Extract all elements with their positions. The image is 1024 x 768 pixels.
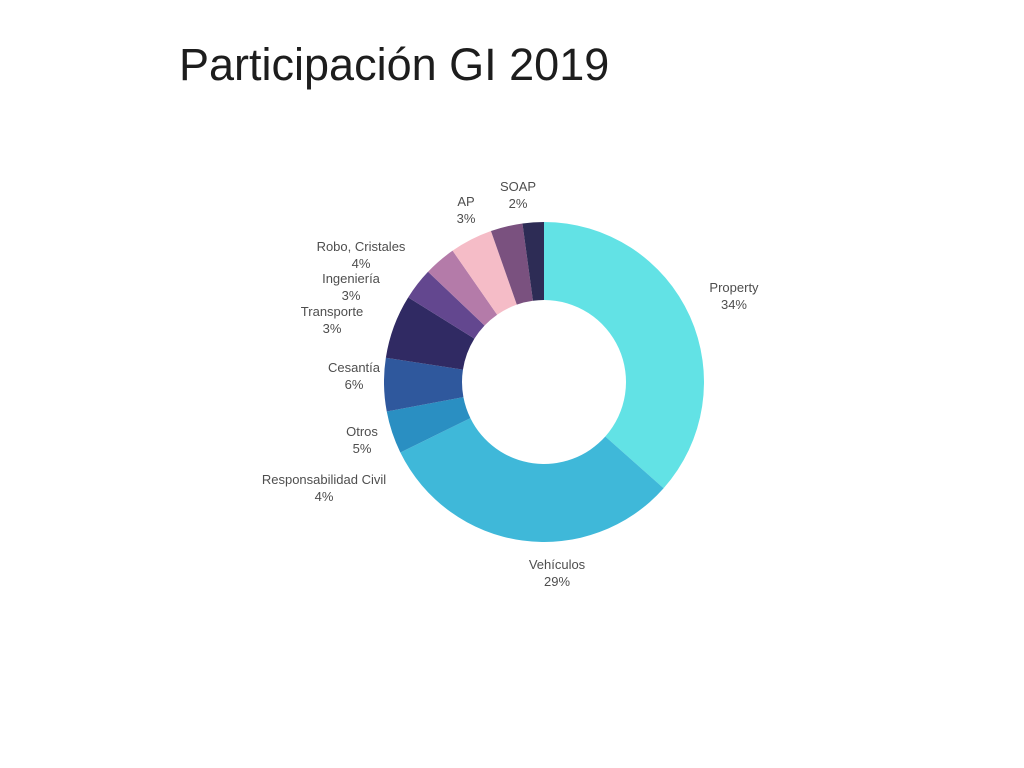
segment-pct: 4% [314,489,334,504]
segment-name: Vehículos [528,557,586,572]
segment-name: Robo, Cristales [316,239,406,254]
segment-label-cesantia: Cesantía 6% [328,359,380,393]
segment-name: Otros [346,424,378,439]
segment-pct: 3% [341,288,361,303]
segment-label-ingenieria: Ingeniería 3% [322,270,380,304]
segment-pct: 3% [322,321,342,336]
segment-pct: 4% [351,256,371,271]
segment-label-soap: SOAP 2% [500,178,536,212]
segment-pct: 3% [456,211,476,226]
donut-slice-0 [544,222,705,489]
segment-label-otros: Otros 5% [346,423,378,457]
donut-chart [384,222,705,543]
donut-slice-4 [385,297,475,370]
segment-name: Ingeniería [322,271,380,286]
segment-label-ap: AP 3% [457,193,476,227]
segment-pct: 2% [508,196,528,211]
segment-name: AP [457,194,475,209]
donut-slice-3 [384,357,464,412]
chart-title: Participación GI 2019 [179,39,610,90]
segment-pct: 5% [352,441,372,456]
donut-slice-2 [386,397,471,453]
segment-label-responsabilidad-civil: Responsabilidad Civil 4% [262,471,386,505]
segment-name: Property [709,280,759,295]
donut-slice-8 [490,223,533,305]
segment-pct: 29% [543,574,571,589]
segment-label-robo-cristales: Robo, Cristales 4% [317,238,406,272]
donut-slice-1 [400,418,664,543]
donut-slice-7 [452,231,517,315]
segment-name: Responsabilidad Civil [261,472,387,487]
donut-slice-9 [522,222,544,301]
segment-pct: 6% [344,377,364,392]
donut-chart-svg [384,222,705,543]
donut-slice-5 [408,271,485,339]
segment-label-vehiculos: Vehículos 29% [529,556,585,590]
donut-slice-6 [428,250,498,326]
segment-name: SOAP [499,179,537,194]
segment-pct: 34% [720,297,748,312]
segment-name: Transporte [300,304,364,319]
segment-label-transporte: Transporte 3% [301,303,363,337]
segment-name: Cesantía [327,360,381,375]
segment-label-property: Property 34% [709,279,758,313]
